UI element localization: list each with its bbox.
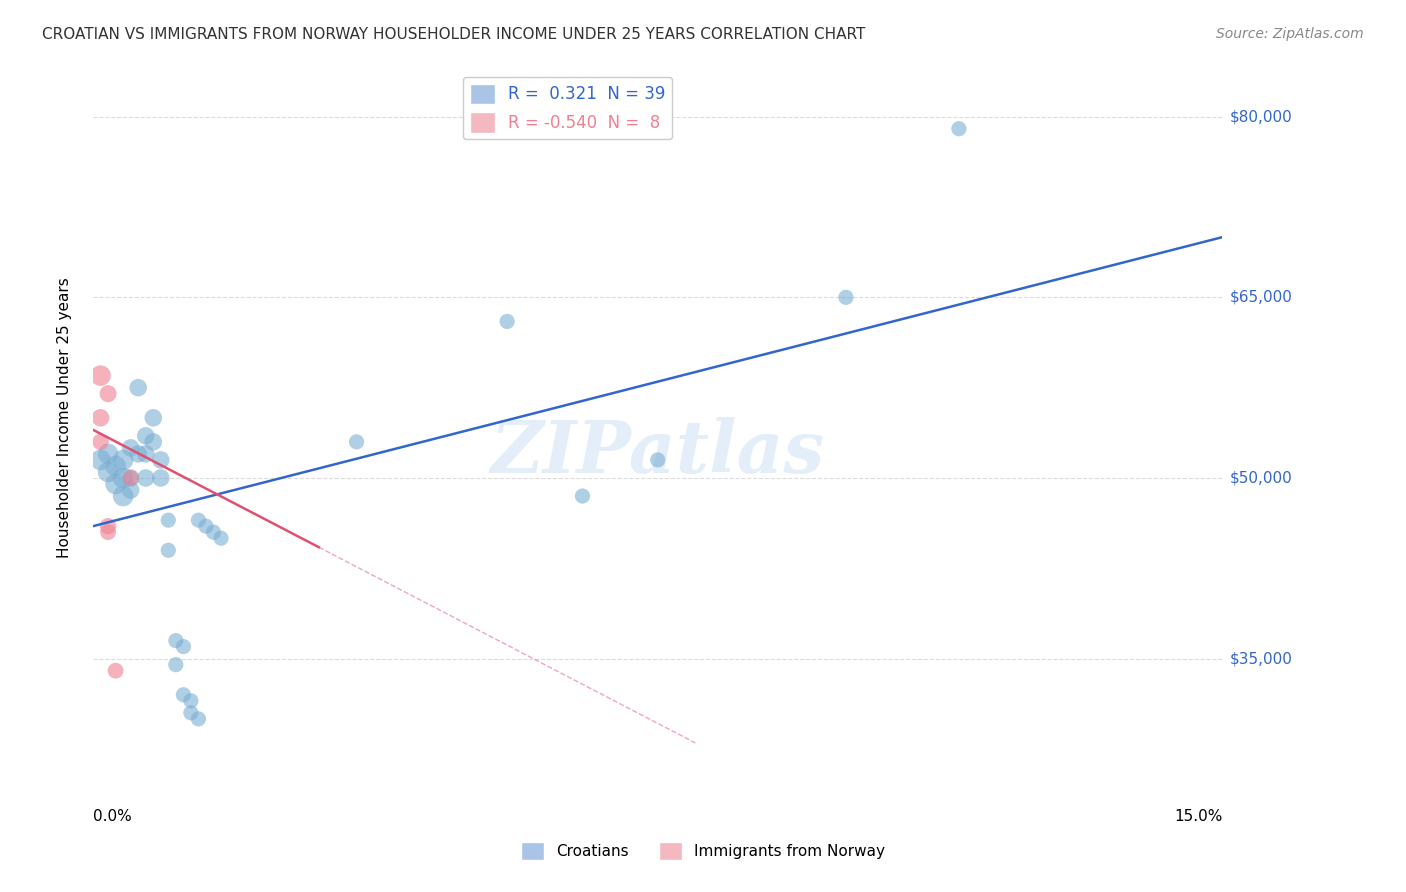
- Y-axis label: Householder Income Under 25 years: Householder Income Under 25 years: [58, 277, 72, 558]
- Point: [90, 453, 112, 467]
- Point: [104, 664, 127, 678]
- Point: [209, 531, 232, 545]
- Point: [165, 633, 187, 648]
- Point: [112, 471, 135, 485]
- Point: [97, 525, 120, 540]
- Point: [496, 314, 519, 328]
- Text: Source: ZipAtlas.com: Source: ZipAtlas.com: [1216, 27, 1364, 41]
- Point: [127, 447, 149, 461]
- Point: [346, 434, 368, 449]
- Text: $35,000: $35,000: [1230, 651, 1294, 666]
- Point: [157, 543, 180, 558]
- Text: $65,000: $65,000: [1230, 290, 1294, 305]
- Point: [948, 121, 970, 136]
- Point: [142, 410, 165, 425]
- Point: [172, 640, 194, 654]
- Point: [112, 453, 135, 467]
- Point: [112, 489, 135, 503]
- Text: 15.0%: 15.0%: [1174, 809, 1222, 824]
- Point: [149, 471, 172, 485]
- Text: 0.0%: 0.0%: [93, 809, 132, 824]
- Point: [90, 410, 112, 425]
- Point: [135, 429, 157, 443]
- Point: [180, 694, 202, 708]
- Point: [127, 381, 149, 395]
- Point: [97, 386, 120, 401]
- Point: [180, 706, 202, 720]
- Point: [120, 471, 142, 485]
- Point: [97, 447, 120, 461]
- Text: $80,000: $80,000: [1230, 109, 1292, 124]
- Text: $50,000: $50,000: [1230, 470, 1292, 485]
- Point: [835, 290, 858, 304]
- Point: [104, 458, 127, 473]
- Point: [647, 453, 669, 467]
- Point: [90, 434, 112, 449]
- Point: [202, 525, 225, 540]
- Point: [120, 441, 142, 455]
- Point: [135, 471, 157, 485]
- Point: [172, 688, 194, 702]
- Point: [97, 519, 120, 533]
- Text: CROATIAN VS IMMIGRANTS FROM NORWAY HOUSEHOLDER INCOME UNDER 25 YEARS CORRELATION: CROATIAN VS IMMIGRANTS FROM NORWAY HOUSE…: [42, 27, 866, 42]
- Point: [135, 447, 157, 461]
- Point: [187, 712, 209, 726]
- Point: [120, 483, 142, 497]
- Point: [157, 513, 180, 527]
- Legend: Croatians, Immigrants from Norway: Croatians, Immigrants from Norway: [515, 836, 891, 866]
- Point: [142, 434, 165, 449]
- Legend: R =  0.321  N = 39, R = -0.540  N =  8: R = 0.321 N = 39, R = -0.540 N = 8: [463, 77, 672, 139]
- Point: [120, 471, 142, 485]
- Point: [194, 519, 217, 533]
- Text: ZIPatlas: ZIPatlas: [491, 417, 825, 488]
- Point: [165, 657, 187, 672]
- Point: [149, 453, 172, 467]
- Point: [104, 477, 127, 491]
- Point: [571, 489, 593, 503]
- Point: [90, 368, 112, 383]
- Point: [187, 513, 209, 527]
- Point: [97, 465, 120, 479]
